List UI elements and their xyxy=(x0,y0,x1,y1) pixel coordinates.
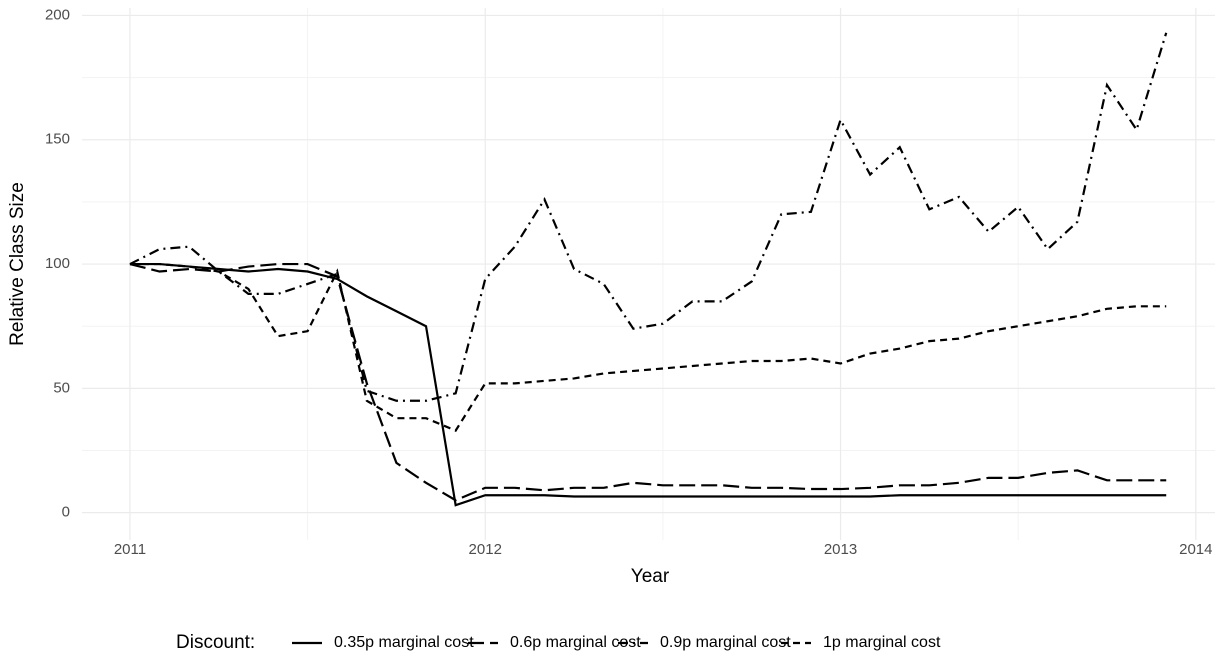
y-tick-label: 0 xyxy=(62,504,70,521)
legend-label: 1p marginal cost xyxy=(823,634,941,651)
x-tick-label: 2013 xyxy=(824,541,857,558)
y-tick-label: 50 xyxy=(53,379,70,396)
x-tick-label: 2011 xyxy=(114,541,146,558)
grid xyxy=(82,8,1215,540)
series-line xyxy=(129,32,1168,402)
legend-title: Discount: xyxy=(176,632,255,653)
series-line xyxy=(129,262,1167,507)
y-tick-label: 200 xyxy=(45,6,70,23)
y-tick-label: 100 xyxy=(45,255,70,272)
legend-label: 0.9p marginal cost xyxy=(660,634,791,651)
x-tick-label: 2014 xyxy=(1179,541,1212,558)
series-line xyxy=(129,262,1167,502)
series-line xyxy=(129,262,1167,432)
legend-label: 0.6p marginal cost xyxy=(510,634,641,651)
legend-label: 0.35p marginal cost xyxy=(334,634,474,651)
x-axis-label: Year xyxy=(631,566,670,587)
x-tick-label: 2012 xyxy=(469,541,502,558)
y-axis-label: Relative Class Size xyxy=(7,182,28,346)
y-tick-label: 150 xyxy=(45,131,70,148)
